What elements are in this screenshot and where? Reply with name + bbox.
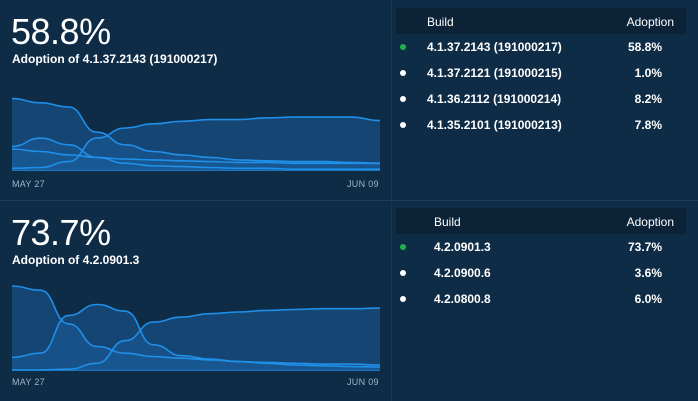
adoption-panel: 73.7% Adoption of 4.2.0901.3 MAY 27 JUN … xyxy=(0,201,698,401)
adoption-percent: 73.7% xyxy=(627,240,662,254)
status-dot-icon xyxy=(400,96,406,102)
x-axis-start-label: MAY 27 xyxy=(12,179,45,189)
panel-divider xyxy=(391,201,392,401)
adoption-value: 58.8% xyxy=(11,11,111,52)
table-row[interactable]: 4.2.0901.3 73.7% xyxy=(396,234,686,260)
status-dot-icon xyxy=(400,44,406,50)
adoption-panel: 58.8% Adoption of 4.1.37.2143 (191000217… xyxy=(0,0,698,200)
series-area xyxy=(12,308,380,370)
adoption-subtitle: Adoption of 4.2.0901.3 xyxy=(12,253,140,267)
series-area xyxy=(12,98,380,170)
adoption-percent: 6.0% xyxy=(634,292,662,306)
build-table: Build Adoption 4.1.37.2143 (191000217) 5… xyxy=(396,8,686,138)
table-row[interactable]: 4.1.37.2143 (191000217) 58.8% xyxy=(396,34,686,60)
x-axis-start-label: MAY 27 xyxy=(12,377,45,387)
series-line xyxy=(11,148,381,165)
adoption-column-header: Adoption xyxy=(626,15,674,29)
x-axis-end-label: JUN 09 xyxy=(347,377,379,387)
build-name: 4.1.37.2143 (191000217) xyxy=(427,40,562,54)
status-dot-icon xyxy=(400,296,406,302)
adoption-chart xyxy=(11,285,381,371)
table-header: Build Adoption xyxy=(396,208,686,234)
adoption-percent: 7.8% xyxy=(634,118,662,132)
table-row[interactable]: 4.1.37.2121 (191000215) 1.0% xyxy=(396,60,686,86)
panel-divider xyxy=(391,0,392,200)
series-line xyxy=(11,303,381,368)
table-row[interactable]: 4.2.0800.8 6.0% xyxy=(396,286,686,312)
build-name: 4.2.0800.8 xyxy=(434,292,491,306)
series-area xyxy=(12,304,380,370)
table-row[interactable]: 4.2.0900.6 3.6% xyxy=(396,260,686,286)
adoption-subtitle: Adoption of 4.1.37.2143 (191000217) xyxy=(12,52,218,66)
build-column-header: Build xyxy=(434,215,461,229)
panel-separator xyxy=(0,200,698,201)
adoption-column-header: Adoption xyxy=(626,215,674,229)
build-name: 4.2.0901.3 xyxy=(434,240,491,254)
build-name: 4.1.35.2101 (191000213) xyxy=(427,118,562,132)
adoption-percent: 3.6% xyxy=(634,266,662,280)
x-axis-end-label: JUN 09 xyxy=(347,179,379,189)
build-table: Build Adoption 4.2.0901.3 73.7% 4.2.0900… xyxy=(396,208,686,312)
series-area xyxy=(12,138,380,170)
build-column-header: Build xyxy=(427,15,454,29)
adoption-percent: 58.8% xyxy=(627,40,662,54)
adoption-value: 73.7% xyxy=(11,212,111,253)
build-name: 4.1.36.2112 (191000214) xyxy=(427,92,562,106)
adoption-percent: 1.0% xyxy=(634,66,662,80)
status-dot-icon xyxy=(400,70,406,76)
series-line xyxy=(11,116,381,170)
table-row[interactable]: 4.1.35.2101 (191000213) 7.8% xyxy=(396,112,686,138)
build-name: 4.2.0900.6 xyxy=(434,266,491,280)
adoption-chart xyxy=(11,97,381,171)
series-line xyxy=(11,137,380,170)
status-dot-icon xyxy=(400,270,406,276)
series-line xyxy=(11,307,381,371)
build-name: 4.1.37.2121 (191000215) xyxy=(427,66,562,80)
status-dot-icon xyxy=(400,122,406,128)
series-line xyxy=(11,97,381,164)
series-line xyxy=(11,285,381,366)
adoption-percent: 8.2% xyxy=(634,92,662,106)
table-row[interactable]: 4.1.36.2112 (191000214) 8.2% xyxy=(396,86,686,112)
status-dot-icon xyxy=(400,244,406,250)
table-header: Build Adoption xyxy=(396,8,686,34)
